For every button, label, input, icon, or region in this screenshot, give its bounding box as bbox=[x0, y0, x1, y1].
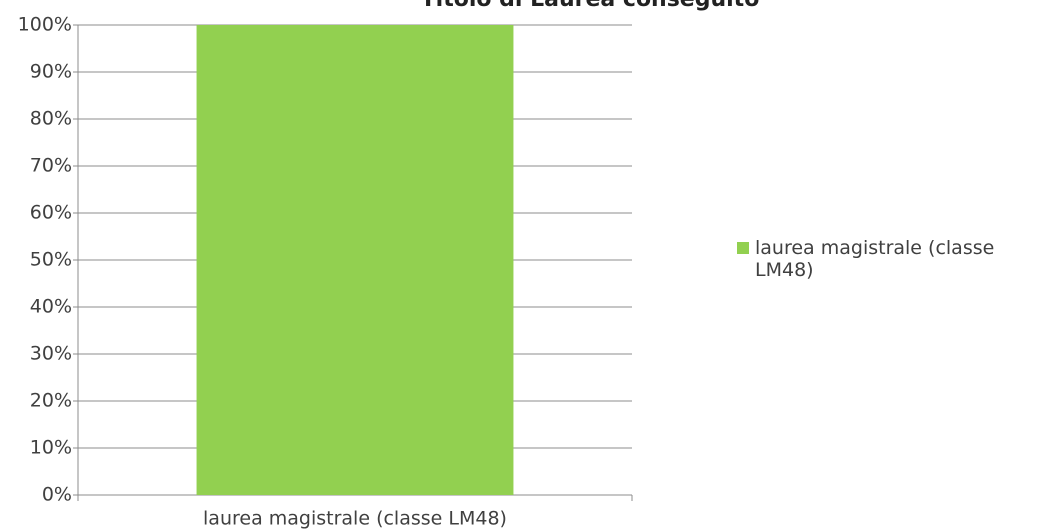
y-tick-label: 100% bbox=[18, 14, 72, 36]
legend-label: laurea magistrale (classe LM48) bbox=[755, 237, 995, 281]
y-tick-label: 90% bbox=[30, 61, 72, 83]
y-tick-label: 60% bbox=[30, 202, 72, 224]
y-tick-label: 30% bbox=[30, 343, 72, 365]
y-tick-label: 0% bbox=[42, 484, 72, 506]
y-tick-label: 40% bbox=[30, 296, 72, 318]
bar bbox=[196, 25, 514, 495]
y-tick-label: 10% bbox=[30, 437, 72, 459]
y-tick-label: 20% bbox=[30, 390, 72, 412]
chart-title: Titolo di Laurea conseguito bbox=[421, 0, 760, 12]
legend: laurea magistrale (classe LM48) bbox=[737, 237, 1049, 281]
x-tick-label: laurea magistrale (classe LM48) bbox=[203, 508, 507, 529]
y-tick-label: 80% bbox=[30, 108, 72, 130]
y-tick-label: 50% bbox=[30, 249, 72, 271]
y-tick-label: 70% bbox=[30, 155, 72, 177]
legend-swatch bbox=[737, 242, 749, 254]
